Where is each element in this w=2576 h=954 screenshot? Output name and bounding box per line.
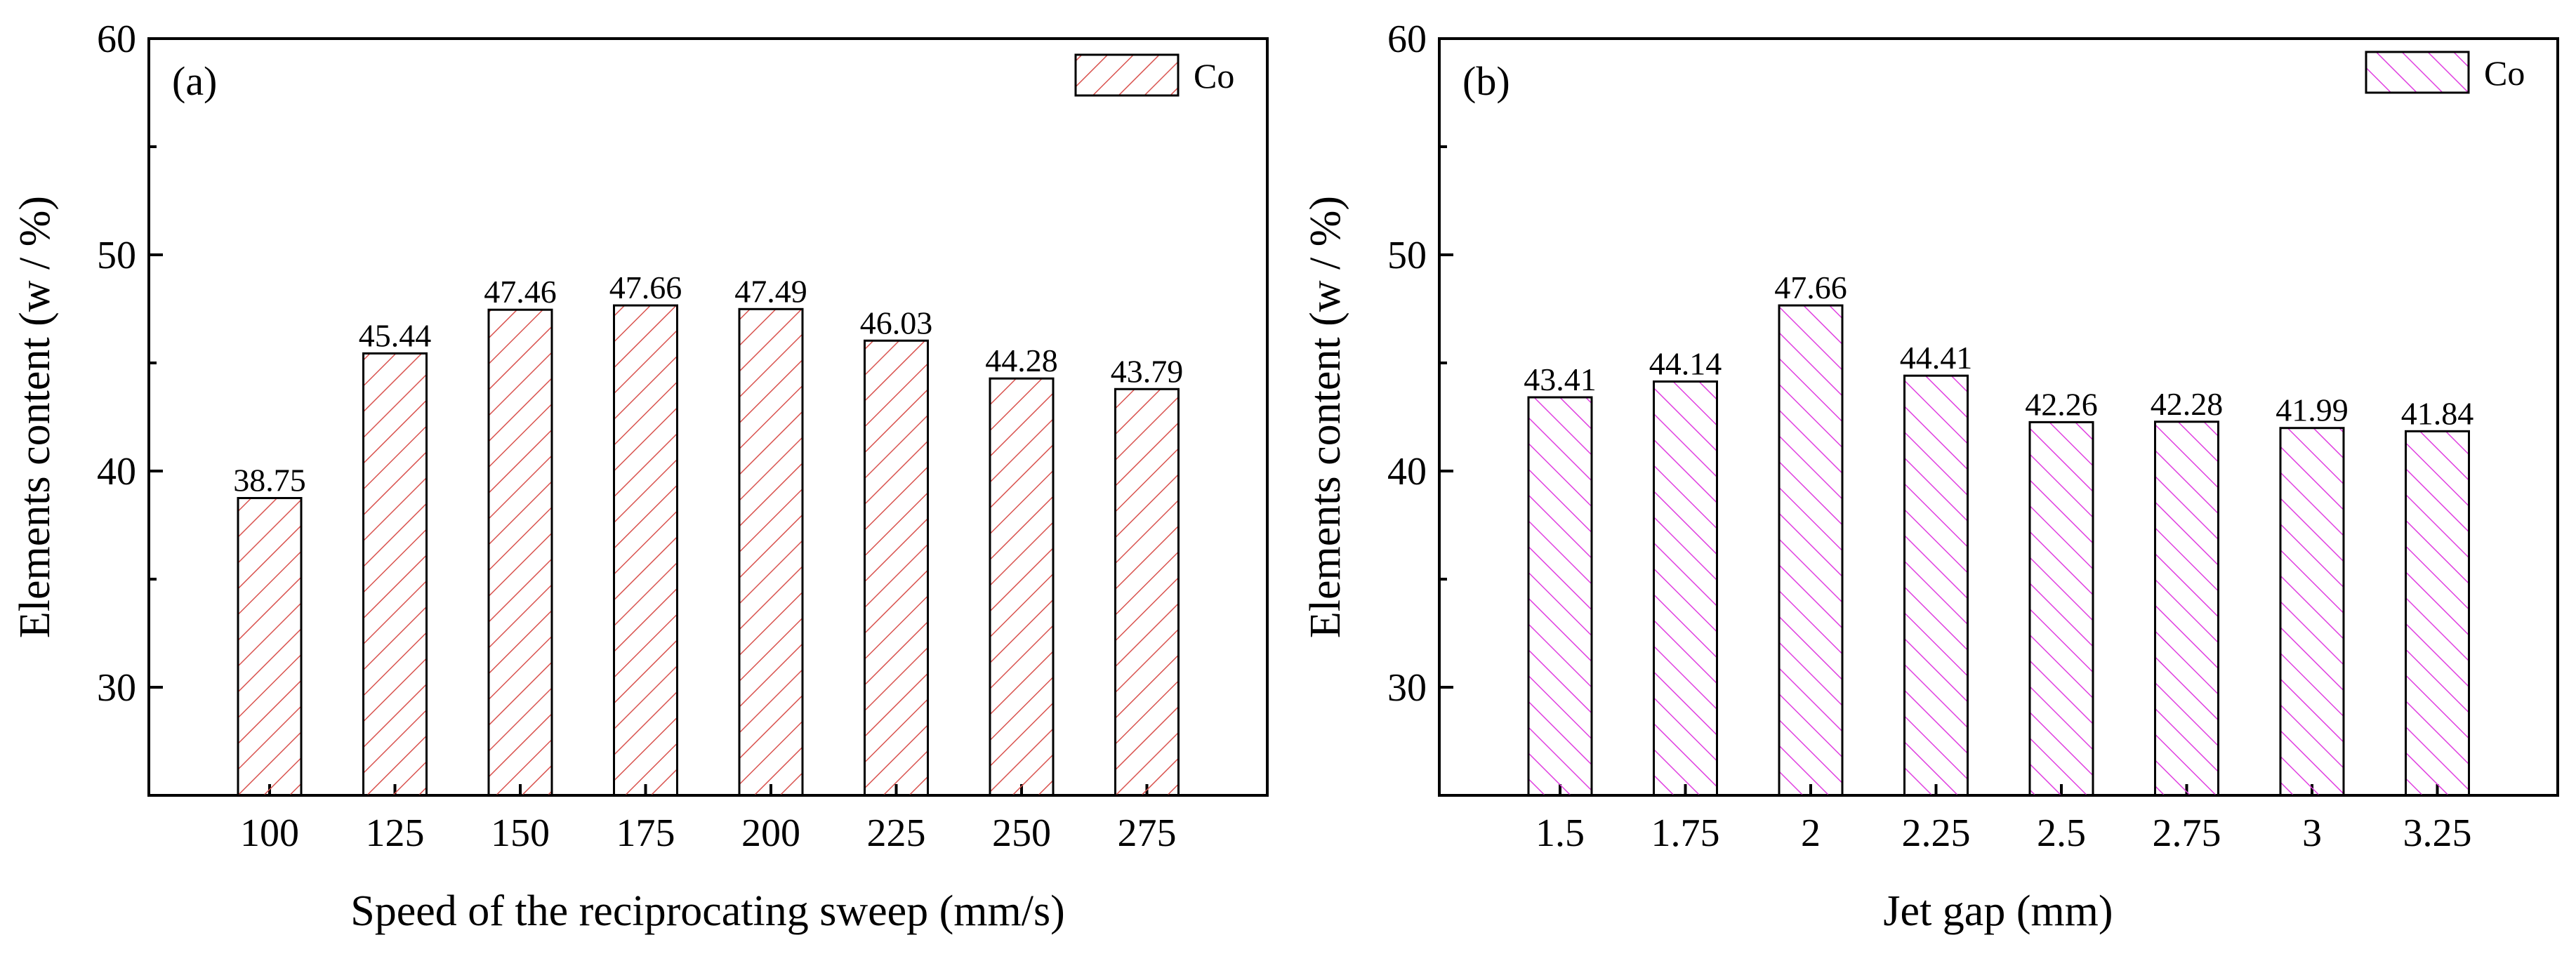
legend-swatch [2365,51,2470,94]
bar [613,304,678,797]
x-axis: 100 125 150 175 200 225 250 275 [240,784,1177,855]
bar [738,307,804,797]
bar-value-label: 47.46 [484,274,557,310]
bar-value-label: 43.41 [1524,362,1597,397]
y-axis: 30 40 50 60 [1387,18,1453,797]
plot-frame [147,37,1269,797]
y-axis-title: Elements content (w / %) [11,196,59,638]
x-tick-label: 2 [1801,811,1821,855]
y-tick-label: 40 [97,450,136,493]
bar-series-co [1527,304,2470,797]
x-tick-label: 2.25 [1902,811,1971,855]
x-tick-label: 225 [867,811,926,855]
bar-value-label: 41.99 [2276,392,2349,428]
x-axis: 1.5 1.75 2 2.25 2.5 2.75 3 3.25 [1535,784,2472,855]
x-tick-label: 125 [366,811,425,855]
bar-value-label: 42.26 [2025,386,2098,422]
bar [1653,380,1718,797]
plot-frame [1438,37,2559,797]
bar [2028,420,2094,797]
legend-swatch [1074,53,1180,97]
bar [1903,374,1969,797]
panel-label: (a) [172,58,217,104]
bar [362,352,428,797]
y-tick-label: 50 [1387,234,1427,277]
x-tick-label: 275 [1118,811,1177,855]
legend-label: Co [1194,56,1234,95]
bar-value-label: 44.28 [985,343,1058,378]
legend: Co [2365,51,2525,94]
bar-value-label: 43.79 [1111,353,1184,389]
x-tick-label: 3 [2302,811,2322,855]
bar [237,497,303,797]
x-axis-title: Speed of the reciprocating sweep (mm/s) [350,887,1065,935]
y-axis: 30 40 50 60 [97,18,163,797]
data-labels: 38.75 45.44 47.46 47.66 47.49 46.03 44.28 43.79 [233,270,1183,498]
bar [2405,430,2470,797]
bar-series-co [237,304,1180,797]
x-tick-label: 100 [240,811,299,855]
bar-value-label: 44.41 [1900,340,1973,376]
y-tick-label: 30 [97,666,136,710]
x-tick-label: 175 [616,811,675,855]
legend: Co [1074,53,1234,97]
x-tick-label: 1.5 [1535,811,1585,855]
bar-value-label: 46.03 [860,305,933,340]
bar-value-label: 47.49 [734,273,807,309]
bar-value-label: 45.44 [359,317,432,353]
chart-panel-b: (b) 30 40 50 60 1.5 1.75 2 2.25 2.5 2.75 3 3.25 43… [1302,18,2559,935]
y-tick-label: 60 [1387,18,1427,61]
x-tick-label: 1.75 [1651,811,1720,855]
x-tick-label: 250 [992,811,1051,855]
bar [1114,387,1180,797]
bar [2154,420,2219,797]
y-tick-label: 30 [1387,666,1427,710]
legend-label: Co [2484,53,2525,93]
x-axis-title: Jet gap (mm) [1883,887,2113,935]
x-tick-label: 2.5 [2037,811,2086,855]
x-tick-label: 3.25 [2403,811,2472,855]
bar-value-label: 38.75 [233,463,306,498]
x-tick-label: 200 [741,811,800,855]
y-tick-label: 50 [97,234,136,277]
y-axis-title: Elements content (w / %) [1302,196,1349,638]
bar-value-label: 41.84 [2401,395,2474,431]
bar-value-label: 47.66 [1774,270,1847,305]
panel-label: (b) [1462,58,1510,104]
bar-value-label: 44.14 [1649,345,1722,381]
bar [2279,427,2345,797]
x-tick-label: 150 [491,811,550,855]
bar [1527,396,1593,797]
x-tick-label: 2.75 [2153,811,2221,855]
bar-value-label: 47.66 [609,270,682,305]
data-labels: 43.41 44.14 47.66 44.41 42.26 42.28 41.99 41.84 [1524,270,2473,431]
bar [487,308,553,797]
y-tick-label: 60 [97,18,136,61]
bar [1778,304,1844,797]
y-tick-label: 40 [1387,450,1427,493]
bar [989,377,1055,797]
bar-value-label: 42.28 [2151,386,2224,422]
bar [864,339,929,797]
chart-panel-a: (a) 30 40 50 60 100 125 150 175 200 225 250 275 38… [11,18,1269,935]
